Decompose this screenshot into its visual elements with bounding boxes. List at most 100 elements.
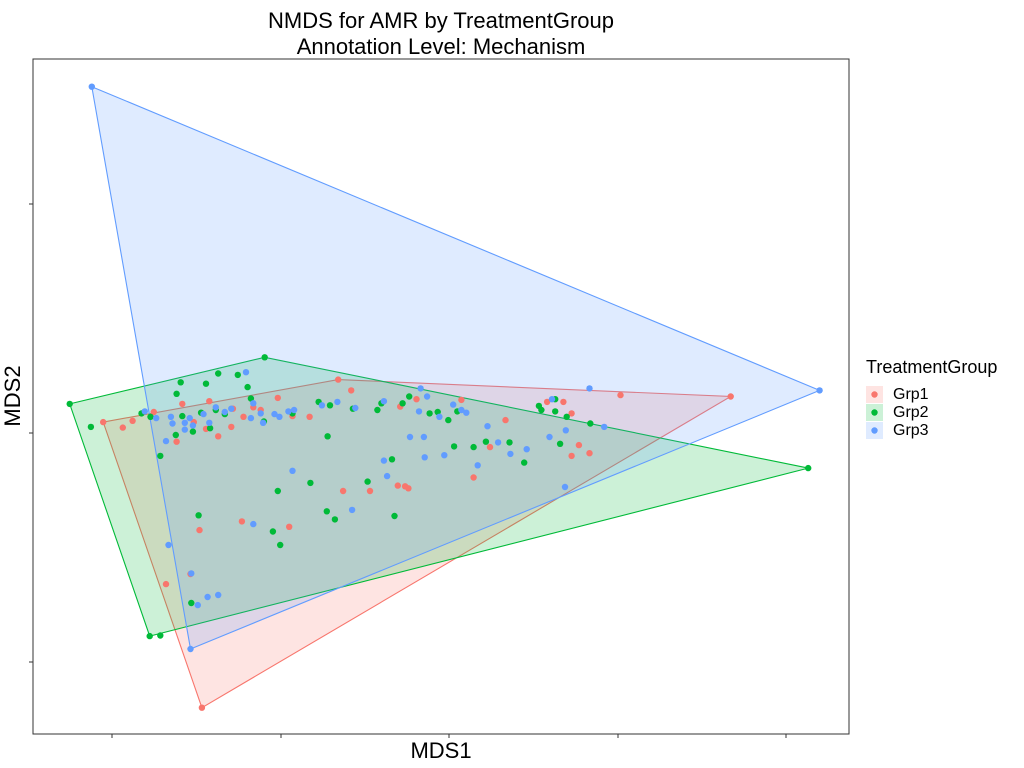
point-grp2 [587,420,594,427]
point-grp3 [285,408,292,415]
point-grp1 [586,450,593,457]
point-grp1 [394,482,401,489]
point-grp3 [88,83,96,90]
point-grp3 [816,387,823,394]
point-grp1 [543,398,551,406]
plot-panel [32,58,850,735]
chart-subtitle: Annotation Level: Mechanism [297,34,586,59]
point-grp2 [247,395,255,402]
point-grp3 [458,406,465,414]
point-grp2 [66,400,73,408]
point-grp2 [426,410,433,417]
point-grp2 [189,428,197,435]
point-grp1 [240,413,247,420]
point-grp2 [195,512,202,519]
point-grp3 [507,450,514,458]
point-grp3 [221,408,228,416]
legend-item-grp3: Grp3 [866,422,929,439]
point-grp2 [277,541,284,549]
point-grp1 [274,394,281,402]
point-grp2 [234,371,241,379]
point-grp1 [405,485,412,492]
point-grp1 [335,376,342,383]
point-grp2 [326,402,334,409]
point-grp3 [259,419,267,426]
point-grp3 [181,419,188,426]
point-grp2 [450,443,458,450]
point-grp3 [187,645,194,653]
point-grp2 [202,380,210,387]
point-grp2 [157,632,164,639]
point-grp3 [169,420,176,427]
point-grp2 [323,508,330,515]
chart-title: NMDS for AMR by TreatmentGroup [268,8,614,33]
point-grp3 [523,446,530,453]
point-grp3 [380,398,388,405]
point-grp1 [568,410,575,417]
point-grp2 [307,479,314,487]
point-grp1 [206,398,213,405]
legend-item-grp2: Grp2 [866,404,929,421]
point-grp3 [188,570,195,577]
point-grp3 [215,591,222,599]
point-grp3 [436,413,443,420]
hull-grp3 [91,85,822,650]
point-grp3 [474,462,481,469]
point-grp3 [561,483,569,491]
point-grp3 [463,409,470,416]
point-grp2 [391,512,398,520]
point-grp3 [165,541,172,549]
point-grp2 [470,443,477,451]
point-grp1 [228,423,235,431]
point-grp2 [157,452,164,460]
point-grp2 [324,433,331,440]
point-grp3 [276,413,283,420]
point-grp2 [172,431,179,439]
point-grp3 [441,452,448,459]
point-grp3 [548,396,556,403]
point-grp2 [521,459,528,466]
point-grp1 [575,441,583,449]
legend-marker-grp1 [871,391,878,398]
legend-marker-grp3 [871,427,878,434]
point-grp2 [445,416,452,424]
point-grp1 [306,413,313,420]
point-grp1 [286,523,293,530]
legend-title: TreatmentGroup [866,357,997,377]
point-grp3 [212,404,219,411]
point-grp2 [556,440,564,447]
point-grp3 [167,413,175,420]
point-grp3 [586,385,593,392]
point-grp2 [147,413,154,420]
point-grp1 [129,417,136,424]
point-grp2 [406,393,413,400]
point-grp1 [366,487,374,495]
point-grp1 [198,704,206,711]
point-grp1 [727,393,734,400]
legend-label: Grp3 [893,422,929,439]
point-grp3 [383,472,391,480]
point-grp2 [563,413,570,420]
point-grp2 [173,390,180,397]
point-grp3 [601,423,608,431]
point-grp3 [162,437,170,445]
legend-label: Grp2 [893,404,929,421]
point-grp3 [250,400,257,407]
point-grp1 [179,400,186,408]
point-grp3 [417,385,424,392]
point-grp2 [506,439,513,446]
points-layer [66,83,823,711]
point-grp1 [560,398,567,406]
point-grp2 [331,516,339,523]
point-grp3 [250,520,257,528]
point-grp3 [318,402,326,409]
point-grp3 [380,457,388,464]
point-grp3 [484,423,491,430]
plot-background [33,59,849,734]
point-grp3 [206,419,213,426]
point-grp1 [413,396,420,403]
point-grp2 [538,406,545,414]
point-grp3 [562,427,569,434]
point-grp1 [150,408,157,416]
